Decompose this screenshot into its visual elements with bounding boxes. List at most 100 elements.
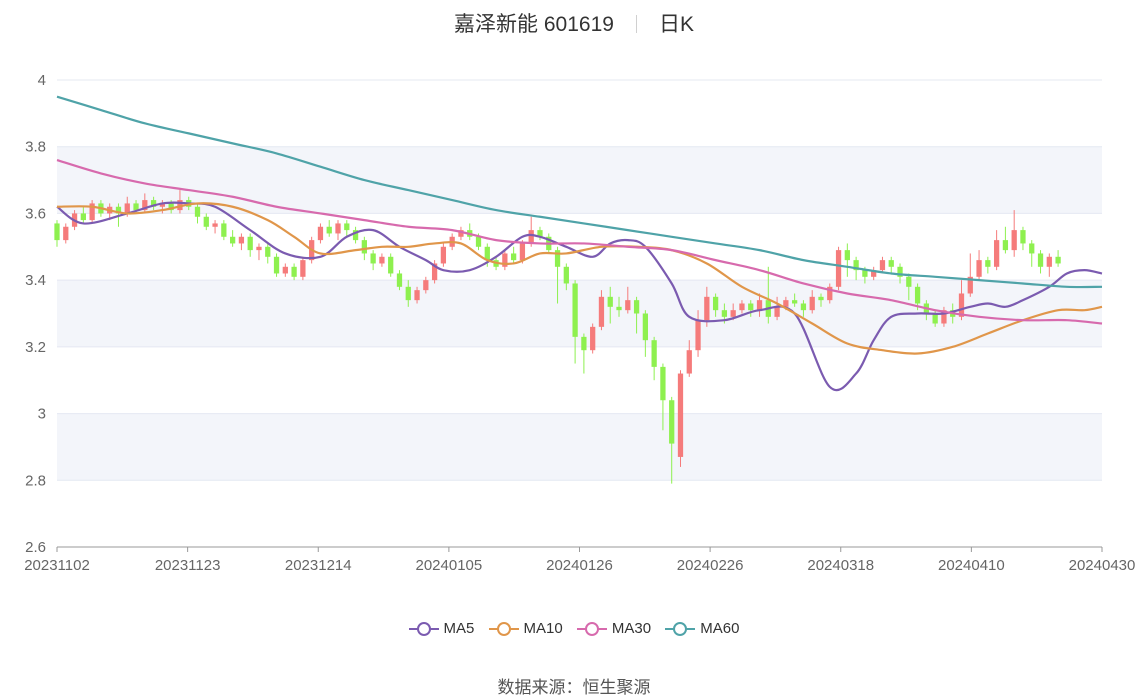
candle-body xyxy=(835,250,842,287)
candle-body xyxy=(1020,230,1026,244)
candle-body xyxy=(1055,256,1061,264)
candle-body xyxy=(440,246,447,264)
candle-body xyxy=(291,266,297,277)
candle-body xyxy=(976,260,982,277)
candle-body xyxy=(212,223,218,227)
candle-body xyxy=(414,290,420,301)
ma-line-ma60 xyxy=(56,95,1103,289)
legend-marker-ma60 xyxy=(665,621,696,636)
candle-body xyxy=(247,236,253,251)
candle-body xyxy=(581,336,587,351)
chart-legend: MA5 MA10 MA30 MA60 xyxy=(0,620,1148,640)
x-tick-label: 20240318 xyxy=(807,557,874,574)
candle-body xyxy=(844,250,850,261)
candle-body xyxy=(388,256,394,274)
legend-label-ma10: MA10 xyxy=(523,620,563,637)
y-tick-label: 3.2 xyxy=(25,339,46,356)
candle-body xyxy=(871,270,877,277)
candle-body xyxy=(317,226,324,241)
legend-item-ma5[interactable]: MA5 xyxy=(408,620,475,637)
candle-body xyxy=(932,313,938,324)
y-tick-label: 3.8 xyxy=(25,139,46,156)
candle-body xyxy=(326,226,332,234)
x-tick-label: 20240105 xyxy=(416,557,483,574)
candle-body xyxy=(739,303,745,311)
candle-body xyxy=(704,296,710,321)
x-tick-label: 20240126 xyxy=(546,557,613,574)
candle-body xyxy=(695,320,701,351)
candle-body xyxy=(159,203,166,207)
x-tick-label: 20240430 xyxy=(1069,557,1136,574)
candle-body xyxy=(1037,253,1044,267)
candle-body xyxy=(273,256,280,274)
candle-body xyxy=(203,216,209,227)
candle-body xyxy=(361,240,367,254)
y-tick-label: 2.8 xyxy=(25,472,46,489)
candle-body xyxy=(335,223,341,234)
candle-body xyxy=(616,306,622,311)
chart-title: 嘉泽新能 601619 日K xyxy=(0,8,1148,38)
candle-body xyxy=(721,310,728,317)
candle-body xyxy=(502,253,508,267)
candle-body xyxy=(80,213,86,221)
candle-body xyxy=(431,263,438,281)
candle-body xyxy=(396,273,403,287)
candle-body xyxy=(54,223,60,241)
candle-body xyxy=(572,283,578,337)
candle-body xyxy=(800,303,807,311)
candle-body xyxy=(256,246,262,251)
candle-body xyxy=(827,286,833,301)
candle-body xyxy=(660,366,666,401)
candle-body xyxy=(792,300,798,304)
candle-body xyxy=(528,230,534,244)
legend-label-ma30: MA30 xyxy=(611,620,652,637)
candle-body xyxy=(756,300,763,311)
candle-body xyxy=(537,230,543,237)
candle-body xyxy=(1046,256,1052,267)
candle-body xyxy=(985,260,991,267)
y-tick-label: 3.6 xyxy=(25,205,46,222)
candle-body xyxy=(590,326,596,351)
legend-item-ma30[interactable]: MA30 xyxy=(576,620,652,637)
candle-body xyxy=(344,223,350,231)
candle-body xyxy=(651,340,657,367)
candle-body xyxy=(265,246,271,257)
candle-body xyxy=(124,203,130,214)
candle-body xyxy=(712,296,719,311)
grid-band xyxy=(57,146,1102,214)
ma-line-ma5 xyxy=(56,201,1103,392)
candle-body xyxy=(221,223,227,237)
candle-body xyxy=(730,310,736,317)
legend-item-ma10[interactable]: MA10 xyxy=(488,620,563,637)
candle-body xyxy=(511,253,517,261)
candle-body xyxy=(423,280,429,291)
candle-body xyxy=(862,270,868,277)
candle-body xyxy=(194,206,201,217)
x-tick-label: 20240226 xyxy=(677,557,744,574)
candle-body xyxy=(853,260,859,271)
stock-title: 嘉泽新能 601619 xyxy=(454,13,614,36)
candle-body xyxy=(115,206,122,214)
candle-body xyxy=(958,293,965,317)
candle-body xyxy=(669,400,675,444)
candle-body xyxy=(748,303,754,311)
candle-body xyxy=(63,226,69,241)
y-tick-label: 2.6 xyxy=(25,539,46,556)
candle-body xyxy=(1011,230,1017,251)
candle-body xyxy=(142,200,148,211)
legend-item-ma60[interactable]: MA60 xyxy=(665,620,739,637)
candle-body xyxy=(774,306,780,317)
candle-body xyxy=(133,203,139,211)
candle-body xyxy=(177,200,183,211)
y-tick-label: 3 xyxy=(38,406,46,423)
x-tick-label: 20231214 xyxy=(285,557,352,574)
candle-body xyxy=(405,286,411,301)
candle-body xyxy=(809,296,815,311)
ma-line-ma30 xyxy=(56,159,1103,325)
candle-body xyxy=(238,236,245,244)
candle-body xyxy=(484,246,490,261)
legend-label-ma5: MA5 xyxy=(443,620,475,637)
candle-body xyxy=(914,286,921,304)
candle-body xyxy=(89,203,95,221)
candle-body xyxy=(554,250,561,267)
